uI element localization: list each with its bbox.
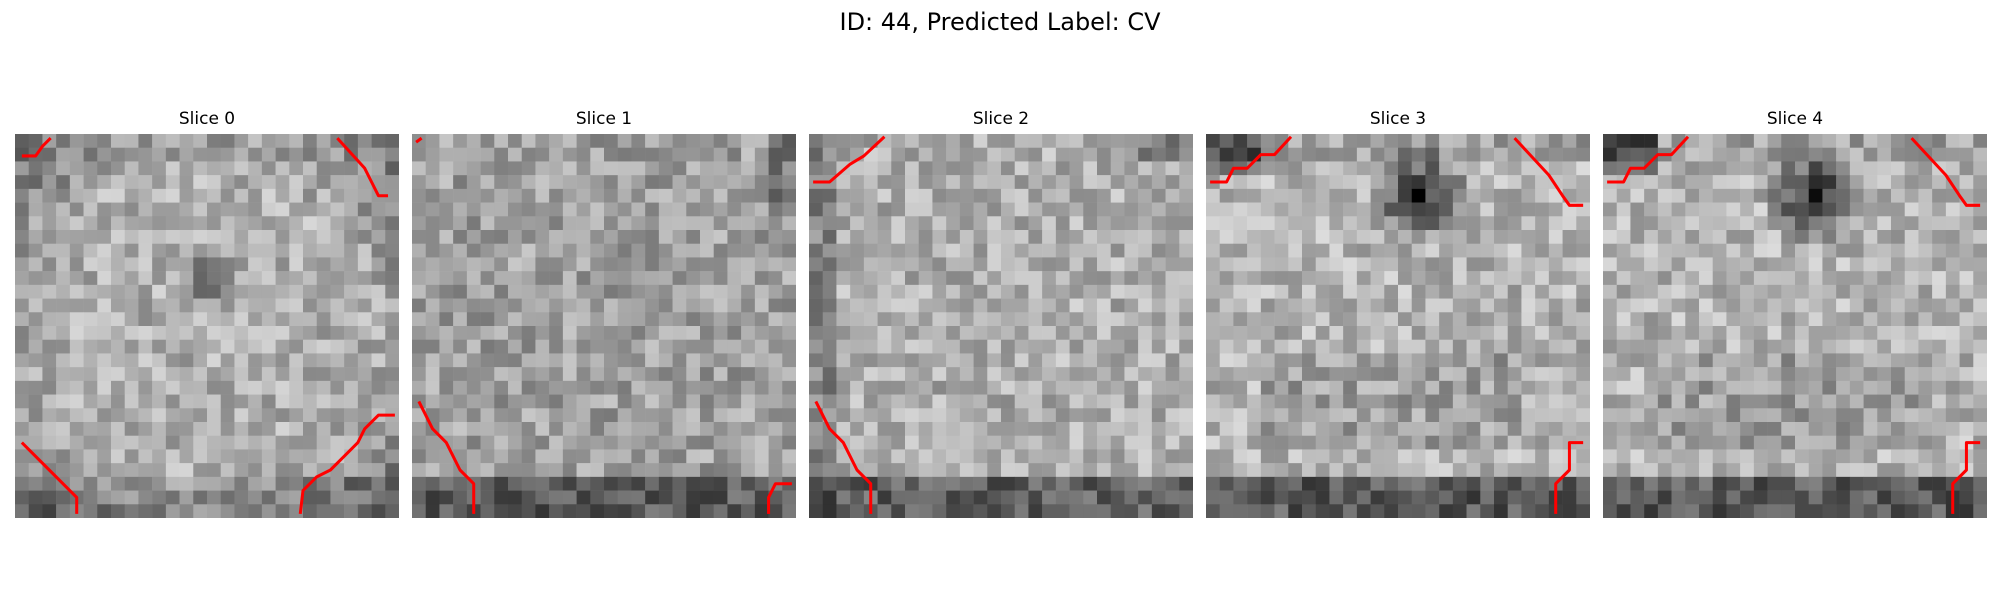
- pixel-grid: [1206, 134, 1590, 518]
- contour-line: [1951, 441, 1981, 514]
- slice-image: [809, 134, 1193, 518]
- slice-image: [1603, 134, 1987, 518]
- slice-panel-1: Slice 1: [412, 108, 796, 518]
- contour-line: [767, 482, 792, 514]
- contour-line: [813, 135, 886, 184]
- contour-line: [21, 137, 52, 158]
- pixel-grid: [809, 134, 1193, 518]
- contour-line: [1554, 441, 1584, 514]
- pixel-grid: [1603, 134, 1987, 518]
- slice-image: [15, 134, 399, 518]
- slice-panel-0: Slice 0: [15, 108, 399, 518]
- contour-line: [417, 400, 476, 514]
- slice-title: Slice 2: [972, 109, 1030, 129]
- slice-title: Slice 0: [178, 109, 236, 129]
- slice-title: Slice 1: [575, 109, 633, 129]
- slice-panel-2: Slice 2: [809, 108, 1193, 518]
- contour-line: [415, 136, 423, 144]
- slice-image: [1206, 134, 1590, 518]
- slice-title: Slice 4: [1766, 109, 1824, 129]
- contour-line: [298, 413, 395, 515]
- slice-title: Slice 3: [1369, 109, 1427, 129]
- contour-line: [336, 137, 389, 198]
- contour-line: [1910, 137, 1981, 207]
- figure-title: ID: 44, Predicted Label: CV: [839, 8, 1161, 36]
- contour-line: [1210, 135, 1293, 184]
- slice-image: [412, 134, 796, 518]
- contour-line: [1513, 137, 1584, 207]
- pixel-grid: [412, 134, 796, 518]
- slice-panel-4: Slice 4: [1603, 108, 1987, 518]
- contour-line: [814, 400, 873, 514]
- slice-panel-3: Slice 3: [1206, 108, 1590, 518]
- contour-line: [1607, 135, 1690, 184]
- contour-line: [20, 441, 79, 514]
- pixel-grid: [15, 134, 399, 518]
